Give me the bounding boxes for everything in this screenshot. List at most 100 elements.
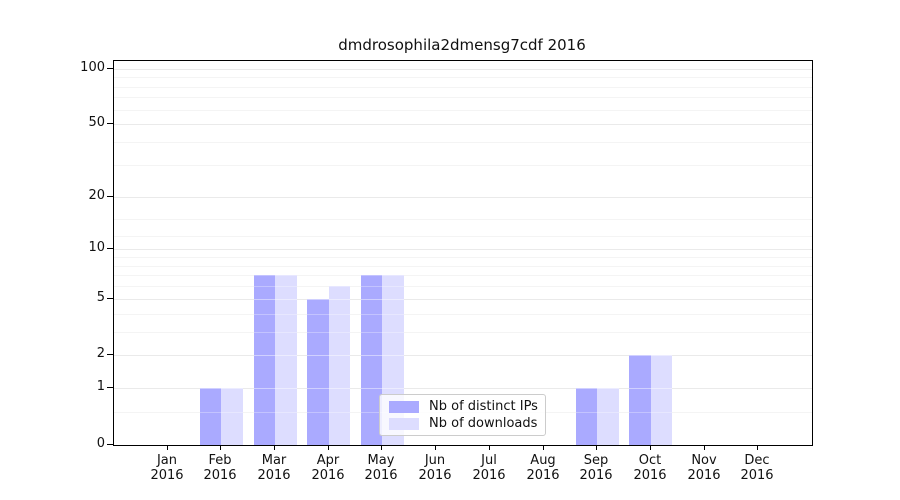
- y-tick-mark: [107, 354, 113, 355]
- gridline-overlay: [114, 197, 812, 198]
- plot-area: Nb of distinct IPs Nb of downloads: [113, 60, 813, 446]
- gridline-major: [114, 69, 812, 70]
- gridline-overlay: [114, 332, 812, 333]
- legend-item-downloads: Nb of downloads: [389, 416, 538, 431]
- gridline-overlay: [114, 219, 812, 220]
- gridline-minor: [114, 236, 812, 237]
- gridline-overlay: [114, 275, 812, 276]
- gridline-overlay: [114, 87, 812, 88]
- bar-sep-downloads: [597, 388, 619, 445]
- gridline-minor: [114, 332, 812, 333]
- x-tick-mark: [704, 445, 705, 450]
- bar-oct-distinct-ips: [629, 355, 651, 445]
- chart-title: dmdrosophila2dmensg7cdf 2016: [338, 36, 586, 54]
- x-tick-mark: [220, 445, 221, 450]
- legend-item-distinct-ips: Nb of distinct IPs: [389, 399, 538, 414]
- gridline-minor: [114, 275, 812, 276]
- x-tick-mark: [328, 445, 329, 450]
- y-tick-mark: [107, 196, 113, 197]
- x-tick-mark: [167, 445, 168, 450]
- gridline-overlay: [114, 314, 812, 315]
- gridline-minor: [114, 257, 812, 258]
- bar-apr-distinct-ips: [307, 298, 329, 445]
- gridline-overlay: [114, 266, 812, 267]
- bar-feb-distinct-ips: [199, 388, 222, 445]
- gridline-overlay: [114, 110, 812, 111]
- x-tick-mark: [489, 445, 490, 450]
- gridline-major: [114, 249, 812, 250]
- legend-label-distinct-ips: Nb of distinct IPs: [429, 399, 538, 414]
- gridline-minor: [114, 165, 812, 166]
- x-tick-label: Jun 2016: [418, 453, 452, 483]
- gridline-minor: [114, 142, 812, 143]
- bar-mar-distinct-ips: [253, 275, 276, 445]
- legend-swatch-distinct-ips: [389, 400, 419, 413]
- x-tick-mark: [650, 445, 651, 450]
- gridline-minor: [114, 110, 812, 111]
- gridline-minor: [114, 87, 812, 88]
- x-tick-label: Feb 2016: [203, 453, 237, 483]
- x-tick-label: Jan 2016: [150, 453, 184, 483]
- gridline-minor: [114, 219, 812, 220]
- gridline-overlay: [114, 299, 812, 300]
- gridline-overlay: [114, 257, 812, 258]
- legend-swatch-downloads: [389, 417, 419, 430]
- gridline-major: [114, 197, 812, 198]
- y-tick-label: 20: [88, 187, 105, 203]
- legend-label-downloads: Nb of downloads: [429, 416, 538, 431]
- y-tick-mark: [107, 68, 113, 69]
- x-tick-mark: [543, 445, 544, 450]
- gridline-minor: [114, 97, 812, 98]
- x-tick-label: Jul 2016: [472, 453, 506, 483]
- x-tick-label: Mar 2016: [257, 453, 291, 483]
- gridline-minor: [114, 314, 812, 315]
- bar-apr-downloads: [328, 286, 351, 445]
- y-tick-mark: [107, 248, 113, 249]
- x-tick-label: Dec 2016: [740, 453, 774, 483]
- y-tick-label: 2: [96, 346, 105, 362]
- gridline-overlay: [114, 249, 812, 250]
- gridline-major: [114, 124, 812, 125]
- x-tick-label: Aug 2016: [526, 453, 560, 483]
- x-tick-label: Sep 2016: [579, 453, 613, 483]
- y-tick-label: 50: [88, 115, 105, 131]
- x-tick-label: Apr 2016: [311, 453, 345, 483]
- x-tick-mark: [274, 445, 275, 450]
- y-tick-label: 10: [88, 240, 105, 256]
- bar-may-distinct-ips: [360, 275, 383, 445]
- gridline-overlay: [114, 236, 812, 237]
- gridline-overlay: [114, 124, 812, 125]
- y-tick-mark: [107, 123, 113, 124]
- gridline-major: [114, 355, 812, 356]
- gridline-overlay: [114, 388, 812, 389]
- bar-feb-downloads: [221, 388, 243, 445]
- x-tick-label: Nov 2016: [687, 453, 721, 483]
- y-tick-mark: [107, 444, 113, 445]
- x-tick-mark: [757, 445, 758, 450]
- gridline-overlay: [114, 142, 812, 143]
- gridline-overlay: [114, 286, 812, 287]
- legend: Nb of distinct IPs Nb of downloads: [379, 394, 546, 436]
- gridline-major: [114, 388, 812, 389]
- y-tick-label: 1: [96, 379, 105, 395]
- gridline-major: [114, 299, 812, 300]
- y-tick-mark: [107, 387, 113, 388]
- x-tick-mark: [381, 445, 382, 450]
- bar-sep-distinct-ips: [575, 388, 598, 445]
- x-tick-label: May 2016: [364, 453, 398, 483]
- y-tick-label: 0: [96, 436, 105, 451]
- gridline-minor: [114, 77, 812, 78]
- y-tick-label: 5: [96, 289, 105, 305]
- gridline-overlay: [114, 355, 812, 356]
- x-tick-mark: [596, 445, 597, 450]
- y-tick-mark: [107, 298, 113, 299]
- x-tick-mark: [435, 445, 436, 450]
- gridline-overlay: [114, 69, 812, 70]
- gridline-minor: [114, 266, 812, 267]
- y-tick-label: 100: [80, 59, 105, 75]
- bar-mar-downloads: [275, 275, 297, 445]
- gridline-overlay: [114, 77, 812, 78]
- gridline-overlay: [114, 97, 812, 98]
- x-tick-label: Oct 2016: [633, 453, 667, 483]
